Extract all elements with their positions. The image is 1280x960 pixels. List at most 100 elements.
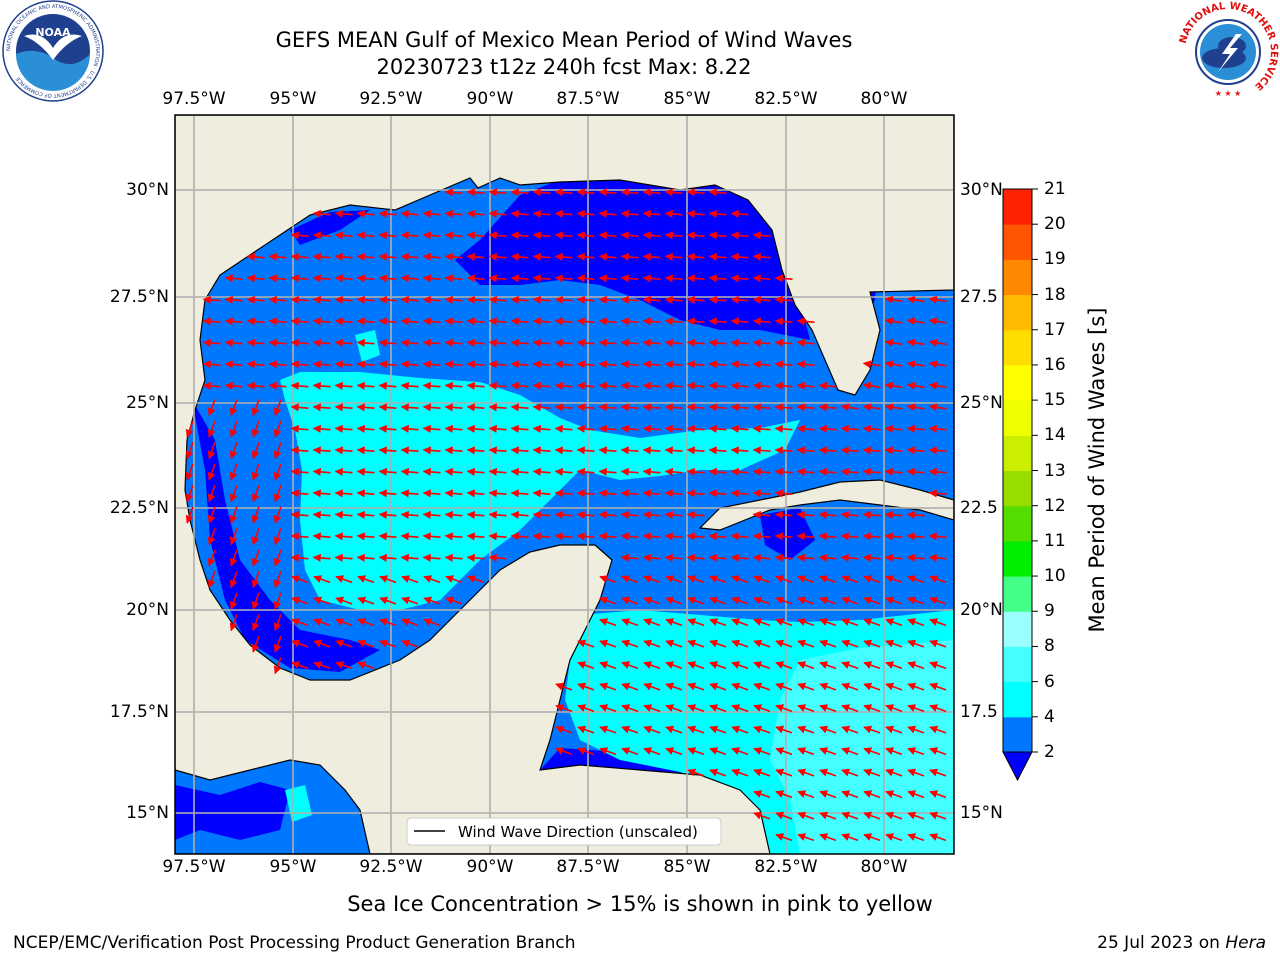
- wave-direction-arrow: [906, 553, 925, 562]
- wind-wave-arrows: [185, 188, 947, 842]
- wave-direction-arrow: [664, 274, 683, 283]
- wave-direction-arrow: [185, 420, 194, 438]
- colorbar-tick-label: 17: [1044, 319, 1066, 340]
- wave-direction-arrow: [576, 467, 595, 476]
- wave-direction-arrow: [620, 467, 639, 476]
- lon-label-top: 80°W: [860, 89, 908, 109]
- colorbar-segment: [1003, 505, 1032, 542]
- wave-direction-arrow: [620, 403, 639, 412]
- wave-direction-arrow: [907, 790, 925, 799]
- wave-direction-arrow: [510, 403, 529, 412]
- wave-direction-arrow: [665, 682, 683, 691]
- wave-direction-arrow: [796, 510, 815, 519]
- wave-direction-arrow: [928, 446, 947, 455]
- wave-direction-arrow: [599, 661, 617, 670]
- wave-direction-arrow: [642, 553, 661, 562]
- wave-direction-arrow: [273, 571, 282, 589]
- wave-direction-arrow: [643, 661, 661, 670]
- noaa-logo-text: NOAA: [35, 26, 71, 39]
- wave-direction-arrow: [840, 424, 859, 433]
- wave-direction-arrow: [709, 596, 727, 605]
- wave-direction-arrow: [334, 446, 353, 455]
- wave-direction-arrow: [422, 510, 441, 519]
- wave-direction-arrow: [334, 338, 353, 347]
- wave-direction-arrow: [401, 618, 419, 627]
- wave-direction-arrow: [818, 532, 837, 541]
- wave-direction-arrow: [554, 317, 573, 326]
- wave-direction-arrow: [753, 704, 771, 713]
- wave-direction-arrow: [929, 833, 947, 842]
- wave-direction-arrow: [268, 252, 287, 261]
- wave-direction-arrow: [621, 704, 639, 713]
- wave-direction-arrow: [884, 424, 903, 433]
- wave-direction-arrow: [885, 725, 903, 734]
- wave-direction-arrow: [224, 381, 243, 390]
- wave-direction-arrow: [774, 403, 793, 412]
- wave-direction-arrow: [312, 467, 331, 476]
- wave-direction-arrow: [207, 442, 216, 460]
- wave-direction-arrow: [313, 596, 331, 605]
- wave-direction-arrow: [642, 209, 661, 218]
- wave-direction-arrow: [207, 549, 216, 567]
- wave-direction-arrow: [357, 596, 375, 605]
- wave-direction-arrow: [422, 338, 441, 347]
- wave-direction-arrow: [532, 446, 551, 455]
- wave-direction-arrow: [207, 506, 216, 524]
- wave-direction-arrow: [907, 661, 925, 670]
- wave-direction-arrow: [554, 209, 573, 218]
- wave-direction-arrow: [840, 510, 859, 519]
- wave-direction-arrow: [708, 403, 727, 412]
- wave-direction-arrow: [753, 790, 771, 799]
- wave-direction-arrow: [664, 295, 683, 304]
- wave-direction-arrow: [224, 274, 243, 283]
- wave-direction-arrow: [621, 682, 639, 691]
- wave-direction-arrow: [686, 295, 705, 304]
- wave-direction-arrow: [642, 532, 661, 541]
- wave-direction-arrow: [840, 403, 859, 412]
- lat-label-left: 22.5°N: [109, 498, 169, 518]
- wave-direction-arrow: [884, 467, 903, 476]
- wave-direction-arrow: [334, 532, 353, 541]
- wave-direction-arrow: [356, 489, 375, 498]
- wave-direction-arrow: [576, 317, 595, 326]
- wave-direction-arrow: [488, 403, 507, 412]
- wave-direction-arrow: [577, 639, 595, 648]
- wave-direction-arrow: [841, 639, 859, 648]
- wave-direction-arrow: [686, 252, 705, 261]
- wave-direction-arrow: [840, 553, 859, 562]
- wave-direction-arrow: [185, 463, 194, 481]
- colorbar-title: Mean Period of Wind Waves [s]: [1085, 307, 1109, 633]
- lon-label-top: 90°W: [466, 89, 514, 109]
- wave-direction-arrow: [708, 553, 727, 562]
- wave-direction-arrow: [598, 532, 617, 541]
- wave-direction-arrow: [929, 725, 947, 734]
- lat-label-left: 30°N: [126, 180, 169, 200]
- wave-direction-arrow: [444, 338, 463, 347]
- wave-direction-arrow: [819, 833, 837, 842]
- wave-direction-arrow: [251, 442, 260, 460]
- wave-direction-arrow: [753, 575, 771, 584]
- wave-direction-arrow: [819, 682, 837, 691]
- wave-direction-arrow: [621, 596, 639, 605]
- wave-direction-arrow: [775, 618, 793, 627]
- wave-direction-arrow: [709, 725, 727, 734]
- colorbar-segment: [1003, 646, 1032, 683]
- wave-direction-arrow: [466, 338, 485, 347]
- noaa-logo: NATIONAL OCEANIC AND ATMOSPHERIC ADMINIS…: [2, 0, 104, 102]
- wave-direction-arrow: [708, 188, 727, 197]
- wave-direction-arrow: [466, 209, 485, 218]
- colorbar-segment: [1003, 400, 1032, 436]
- wave-direction-arrow: [444, 317, 463, 326]
- wave-direction-arrow: [598, 510, 617, 519]
- wave-direction-arrow: [334, 209, 353, 218]
- wave-direction-arrow: [797, 618, 815, 627]
- wave-direction-arrow: [554, 188, 573, 197]
- wave-direction-arrow: [906, 532, 925, 541]
- wave-direction-arrow: [510, 424, 529, 433]
- wave-direction-arrow: [273, 592, 282, 610]
- wave-direction-arrow: [884, 510, 903, 519]
- wave-direction-arrow: [202, 317, 221, 326]
- wave-direction-arrow: [334, 510, 353, 519]
- wave-direction-arrow: [251, 506, 260, 524]
- wave-direction-arrow: [599, 747, 617, 756]
